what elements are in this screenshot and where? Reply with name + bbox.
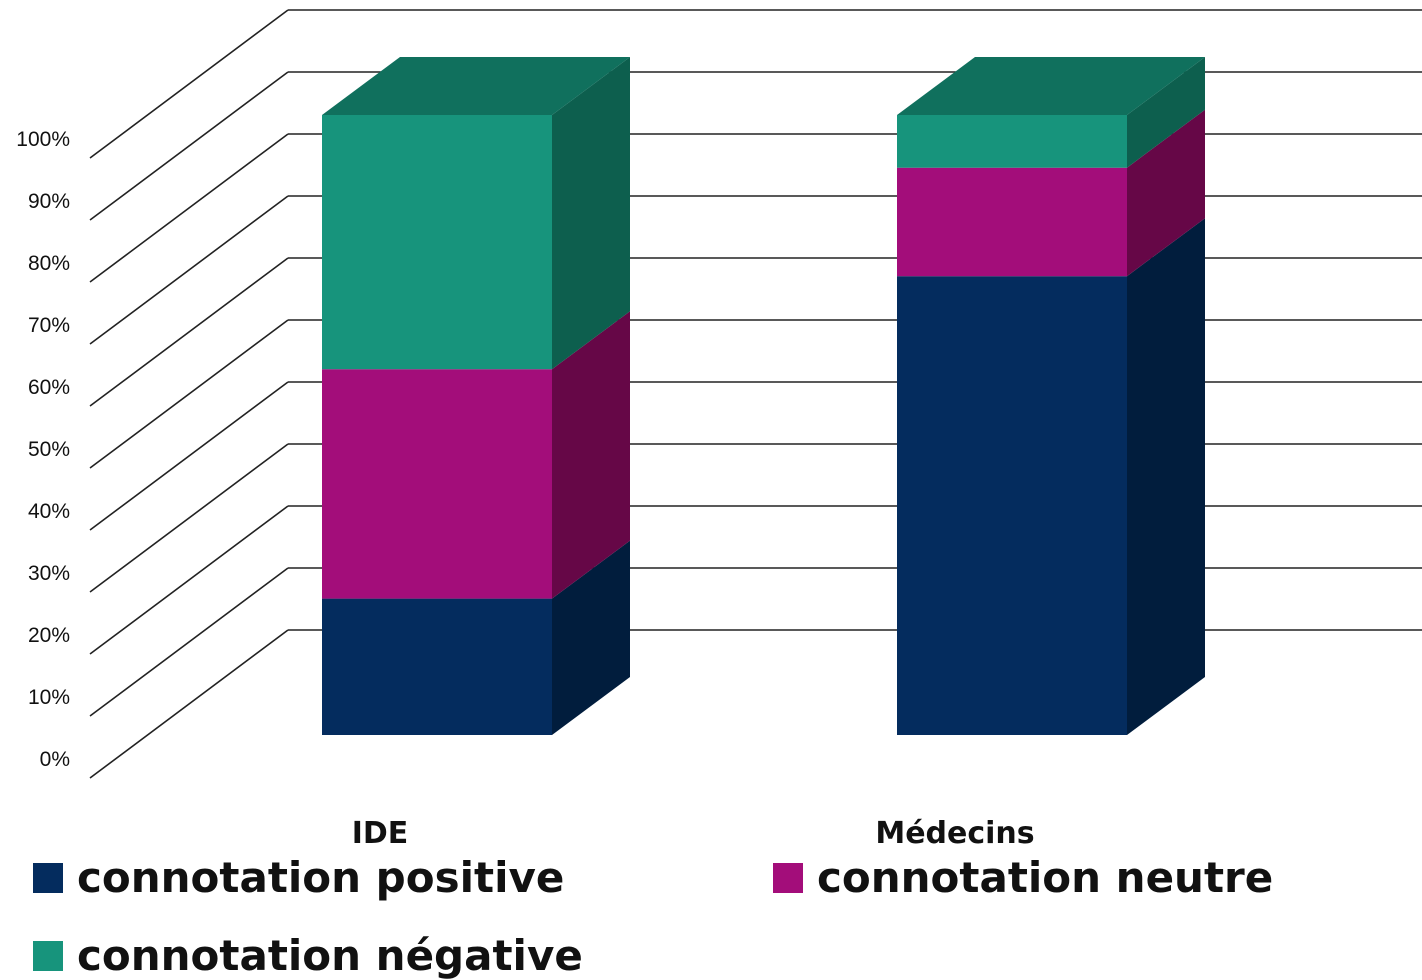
gridlines	[89, 9, 1422, 779]
bar-segment-front	[322, 369, 552, 599]
grid-diagonal	[89, 381, 289, 531]
y-tick-label: 30%	[28, 562, 70, 585]
bar-segment-front	[897, 115, 1127, 168]
bar-top-face	[897, 57, 1205, 115]
legend-label-positive: connotation positive	[77, 853, 565, 902]
y-tick-label: 80%	[28, 252, 70, 275]
bars	[322, 57, 1205, 735]
bar-segment-front	[897, 167, 1127, 277]
y-tick-label: 90%	[28, 190, 70, 213]
bar-segment-side	[552, 540, 630, 735]
y-tick-label: 100%	[16, 128, 70, 151]
bar-segment-side	[1127, 109, 1205, 277]
grid-diagonal	[89, 443, 289, 593]
bar-segment-side	[1127, 57, 1205, 168]
grid-diagonal	[89, 319, 289, 469]
bar-segment-front	[897, 276, 1127, 735]
grid-diagonal	[89, 195, 289, 345]
legend-item-neutre: connotation neutre	[773, 857, 1273, 899]
legend-item-positive: connotation positive	[33, 857, 564, 899]
grid-diagonal	[89, 9, 289, 159]
grid-diagonal	[89, 567, 289, 717]
bar-segment-side	[552, 57, 630, 370]
legend-label-negative: connotation négative	[77, 931, 583, 980]
bar-segment-front	[322, 115, 552, 370]
bar-top-face	[322, 57, 630, 115]
y-tick-label: 20%	[28, 624, 70, 647]
bar-segment-side	[552, 311, 630, 599]
y-axis-ticks: 0% 10% 20% 30% 40% 50% 60% 70% 80% 90% 100%	[16, 128, 70, 771]
x-category-label: Médecins	[875, 816, 1034, 851]
y-tick-label: 10%	[28, 686, 70, 709]
grid-diagonal	[89, 133, 289, 283]
x-category-label: IDE	[352, 816, 409, 851]
legend-swatch-positive	[33, 862, 63, 893]
bar-segment-side	[1127, 218, 1205, 735]
y-tick-label: 70%	[28, 314, 70, 337]
grid-diagonal	[89, 71, 289, 221]
bar-segment-front	[322, 598, 552, 735]
y-tick-label: 0%	[40, 748, 70, 771]
grid-diagonal	[89, 257, 289, 407]
legend-label-neutre: connotation neutre	[817, 853, 1274, 902]
y-tick-label: 40%	[28, 500, 70, 523]
legend-item-negative: connotation négative	[33, 935, 583, 977]
x-axis-categories: IDE Médecins	[352, 816, 1035, 851]
grid-diagonal	[89, 505, 289, 655]
legend-swatch-neutre	[773, 862, 803, 893]
y-tick-label: 60%	[28, 376, 70, 399]
legend-swatch-negative	[33, 940, 63, 971]
y-tick-label: 50%	[28, 438, 70, 461]
grid-diagonal	[89, 629, 289, 779]
